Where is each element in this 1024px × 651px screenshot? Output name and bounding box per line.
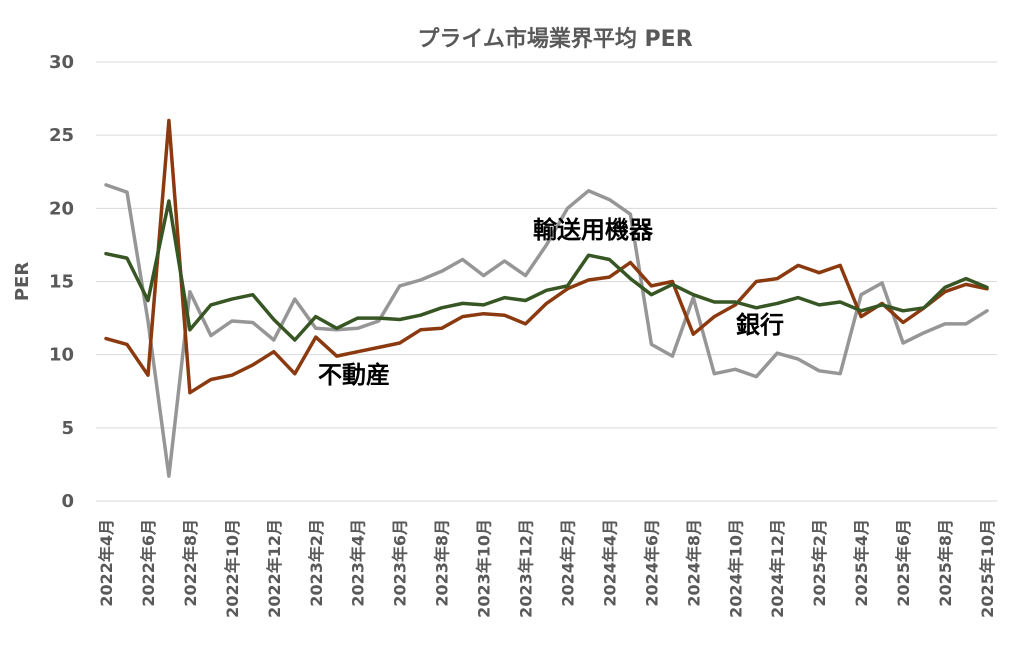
x-tick-label: 2024年12月 — [768, 519, 787, 618]
x-tick-label: 2022年12月 — [265, 519, 284, 618]
x-tick-label: 2025年2月 — [810, 519, 829, 607]
y-tick-label: 25 — [49, 125, 74, 146]
x-tick-label: 2022年6月 — [139, 519, 158, 607]
x-tick-label: 2024年8月 — [684, 519, 703, 607]
x-tick-label: 2022年4月 — [97, 519, 116, 607]
y-tick-label: 20 — [49, 198, 74, 219]
series-lines — [104, 118, 989, 478]
x-tick-label: 2023年8月 — [433, 519, 452, 607]
series-points-2 — [105, 200, 988, 341]
x-tick-label: 2024年10月 — [726, 519, 745, 618]
x-tick-label: 2023年6月 — [391, 519, 410, 607]
series-points-0 — [105, 184, 988, 477]
series-annotation: 不動産 — [318, 361, 390, 389]
series-annotation: 銀行 — [736, 311, 784, 339]
x-tick-label: 2023年2月 — [307, 519, 326, 607]
y-tick-label: 15 — [49, 272, 74, 293]
series-annotation: 輸送用機器 — [533, 216, 654, 244]
y-axis-label: PER — [12, 262, 33, 301]
x-tick-label: 2023年4月 — [349, 519, 368, 607]
y-tick-label: 10 — [49, 345, 74, 366]
x-tick-label: 2025年4月 — [852, 519, 871, 607]
x-tick-label: 2025年6月 — [894, 519, 913, 607]
y-tick-label: 5 — [61, 418, 74, 439]
x-tick-label: 2023年10月 — [475, 519, 494, 618]
x-tick-label: 2022年8月 — [181, 519, 200, 607]
x-tick-label: 2025年8月 — [936, 519, 955, 607]
y-axis-ticks: 0 5 10 15 20 25 30 — [49, 52, 74, 512]
x-tick-label: 2024年4月 — [600, 519, 619, 607]
x-axis-ticks: 2022年4月 2022年6月 2022年8月 2022年10月 2022年12月 202… — [97, 519, 997, 618]
y-tick-label: 30 — [49, 52, 74, 73]
x-tick-label: 2024年6月 — [642, 519, 661, 607]
series-line-1 — [104, 118, 989, 395]
x-tick-label: 2024年2月 — [558, 519, 577, 607]
x-tick-label: 2022年10月 — [223, 519, 242, 618]
x-tick-label: 2025年10月 — [978, 519, 997, 618]
x-tick-label: 2023年12月 — [517, 519, 536, 618]
y-tick-label: 0 — [61, 491, 74, 512]
gridlines — [96, 61, 997, 502]
series-points-1 — [105, 120, 988, 393]
chart-title: プライム市場業界平均 PER — [417, 26, 692, 52]
